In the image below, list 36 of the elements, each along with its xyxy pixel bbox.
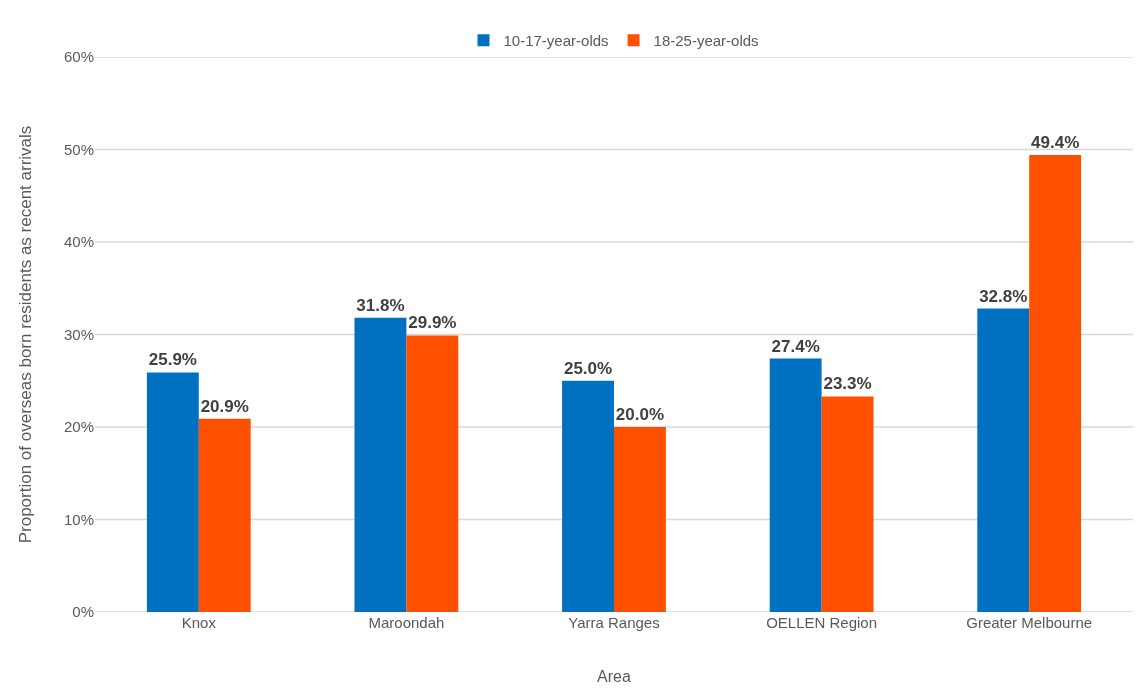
legend-label: 18-25-year-olds: [653, 32, 759, 50]
bar: [821, 396, 874, 612]
bar: [146, 372, 199, 612]
y-tick-label: 40%: [63, 233, 94, 251]
bar: [1029, 155, 1082, 612]
data-label: 49.4%: [1031, 133, 1080, 153]
data-label: 29.9%: [408, 313, 457, 333]
x-tick-label: Knox: [181, 614, 217, 631]
bar: [354, 317, 407, 612]
y-tick-label: 0%: [72, 603, 94, 621]
y-tick-label: 20%: [63, 418, 94, 436]
bar: [406, 335, 459, 612]
y-tick-label: 60%: [63, 48, 94, 66]
data-label: 31.8%: [356, 295, 405, 315]
data-label: 25.0%: [563, 358, 613, 378]
data-label: 25.9%: [148, 350, 197, 370]
bar: [614, 427, 666, 612]
y-axis-title: Proportion of overseas born residents as recent arrivals: [15, 125, 35, 544]
data-label: 27.4%: [771, 336, 820, 356]
y-tick-label: 50%: [63, 140, 94, 158]
data-label: 20.9%: [200, 396, 249, 416]
bar: [769, 358, 822, 612]
x-tick-label: OELLEN Region: [766, 614, 878, 631]
y-tick-label: 10%: [63, 510, 94, 528]
x-tick-label: Maroondah: [368, 614, 445, 631]
data-label: 32.8%: [979, 286, 1028, 306]
y-tick-label: 30%: [63, 325, 94, 343]
x-tick-label: Greater Melbourne: [966, 614, 1093, 631]
bar: [562, 380, 614, 612]
data-label: 20.0%: [615, 405, 665, 424]
bar: [977, 308, 1030, 612]
legend-label: 10-17-year-olds: [503, 32, 609, 50]
bar: [198, 418, 251, 612]
data-label: 23.3%: [823, 374, 872, 394]
x-axis-title: Area: [597, 667, 631, 685]
x-tick-label: Yarra Ranges: [568, 614, 660, 631]
